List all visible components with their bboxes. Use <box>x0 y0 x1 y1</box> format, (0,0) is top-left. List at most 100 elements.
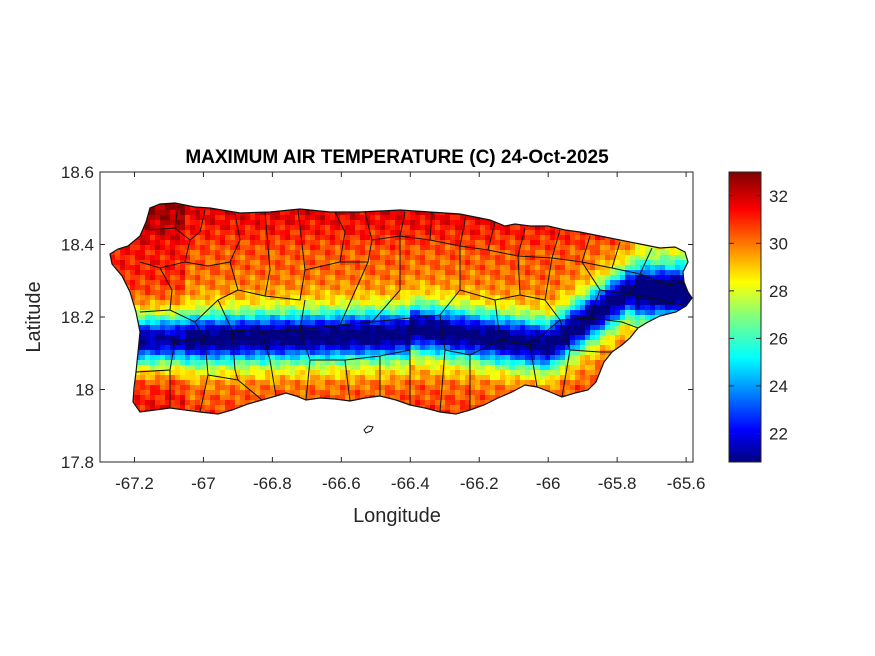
temperature-cell <box>530 410 536 414</box>
temperature-cell <box>420 315 426 321</box>
temperature-cell <box>535 280 541 286</box>
temperature-cell <box>580 275 586 281</box>
temperature-cell <box>435 275 441 281</box>
temperature-cell <box>160 245 166 251</box>
temperature-cell <box>470 275 476 281</box>
temperature-cell <box>275 365 281 371</box>
temperature-cell <box>540 410 546 414</box>
temperature-cell <box>505 315 511 321</box>
temperature-cell <box>355 395 361 401</box>
temperature-cell <box>620 410 626 414</box>
temperature-cell <box>475 335 481 341</box>
temperature-cell <box>330 245 336 251</box>
temperature-cell <box>310 325 316 331</box>
temperature-cell <box>255 320 261 326</box>
temperature-cell <box>285 375 291 381</box>
temperature-cell <box>340 375 346 381</box>
temperature-cell <box>345 210 351 216</box>
temperature-cell <box>640 290 646 296</box>
temperature-cell <box>510 400 516 406</box>
temperature-cell <box>280 400 286 406</box>
temperature-cell <box>420 270 426 276</box>
temperature-cell <box>465 225 471 231</box>
temperature-cell <box>470 385 476 391</box>
temperature-cell <box>255 230 261 236</box>
temperature-cell <box>265 415 271 421</box>
temperature-cell <box>650 335 656 341</box>
temperature-cell <box>415 335 421 341</box>
temperature-cell <box>350 245 356 251</box>
temperature-cell <box>125 203 131 206</box>
temperature-cell <box>525 305 531 311</box>
temperature-cell <box>435 230 441 236</box>
temperature-cell <box>610 400 616 406</box>
temperature-cell <box>560 300 566 306</box>
temperature-cell <box>390 340 396 346</box>
temperature-cell <box>325 405 331 411</box>
temperature-cell <box>420 355 426 361</box>
temperature-cell <box>595 275 601 281</box>
temperature-cell <box>400 250 406 256</box>
temperature-cell <box>385 285 391 291</box>
temperature-cell <box>230 203 236 206</box>
temperature-cell <box>365 285 371 291</box>
temperature-cell <box>620 280 626 286</box>
temperature-cell <box>460 255 466 261</box>
temperature-cell <box>335 320 341 326</box>
temperature-cell <box>415 390 421 396</box>
temperature-cell <box>615 265 621 271</box>
temperature-cell <box>300 270 306 276</box>
temperature-cell <box>275 355 281 361</box>
temperature-cell <box>535 415 541 421</box>
temperature-cell <box>345 345 351 351</box>
temperature-cell <box>400 285 406 291</box>
temperature-cell <box>570 205 576 211</box>
temperature-cell <box>340 260 346 266</box>
temperature-cell <box>535 235 541 241</box>
temperature-cell <box>130 320 136 326</box>
temperature-cell <box>505 405 511 411</box>
temperature-cell <box>390 335 396 341</box>
temperature-cell <box>415 360 421 366</box>
temperature-cell <box>115 225 121 231</box>
temperature-cell <box>515 240 521 246</box>
temperature-cell <box>135 240 141 246</box>
temperature-cell <box>490 250 496 256</box>
temperature-cell <box>450 270 456 276</box>
temperature-cell <box>330 340 336 346</box>
temperature-cell <box>635 405 641 411</box>
temperature-cell <box>110 290 111 296</box>
temperature-cell <box>555 325 561 331</box>
temperature-cell <box>420 320 426 326</box>
temperature-cell <box>510 345 516 351</box>
temperature-cell <box>495 305 501 311</box>
temperature-cell <box>605 370 611 376</box>
temperature-cell <box>370 300 376 306</box>
temperature-cell <box>540 225 546 231</box>
temperature-cell <box>605 260 611 266</box>
temperature-cell <box>255 355 261 361</box>
temperature-cell <box>130 230 136 236</box>
temperature-cell <box>460 285 466 291</box>
temperature-cell <box>575 295 581 301</box>
temperature-cell <box>325 355 331 361</box>
temperature-cell <box>445 335 451 341</box>
temperature-cell <box>430 365 436 371</box>
temperature-cell <box>130 330 136 336</box>
temperature-cell <box>175 285 181 291</box>
temperature-cell <box>375 355 381 361</box>
temperature-cell <box>490 330 496 336</box>
temperature-cell <box>435 290 441 296</box>
temperature-cell <box>235 220 241 226</box>
temperature-cell <box>440 260 446 266</box>
temperature-cell <box>600 335 606 341</box>
temperature-cell <box>455 280 461 286</box>
temperature-cell <box>245 390 251 396</box>
temperature-cell <box>120 370 126 376</box>
temperature-cell <box>205 325 211 331</box>
temperature-cell <box>295 305 301 311</box>
temperature-cell <box>305 210 311 216</box>
temperature-cell <box>355 215 361 221</box>
temperature-cell <box>495 235 501 241</box>
temperature-cell <box>275 265 281 271</box>
